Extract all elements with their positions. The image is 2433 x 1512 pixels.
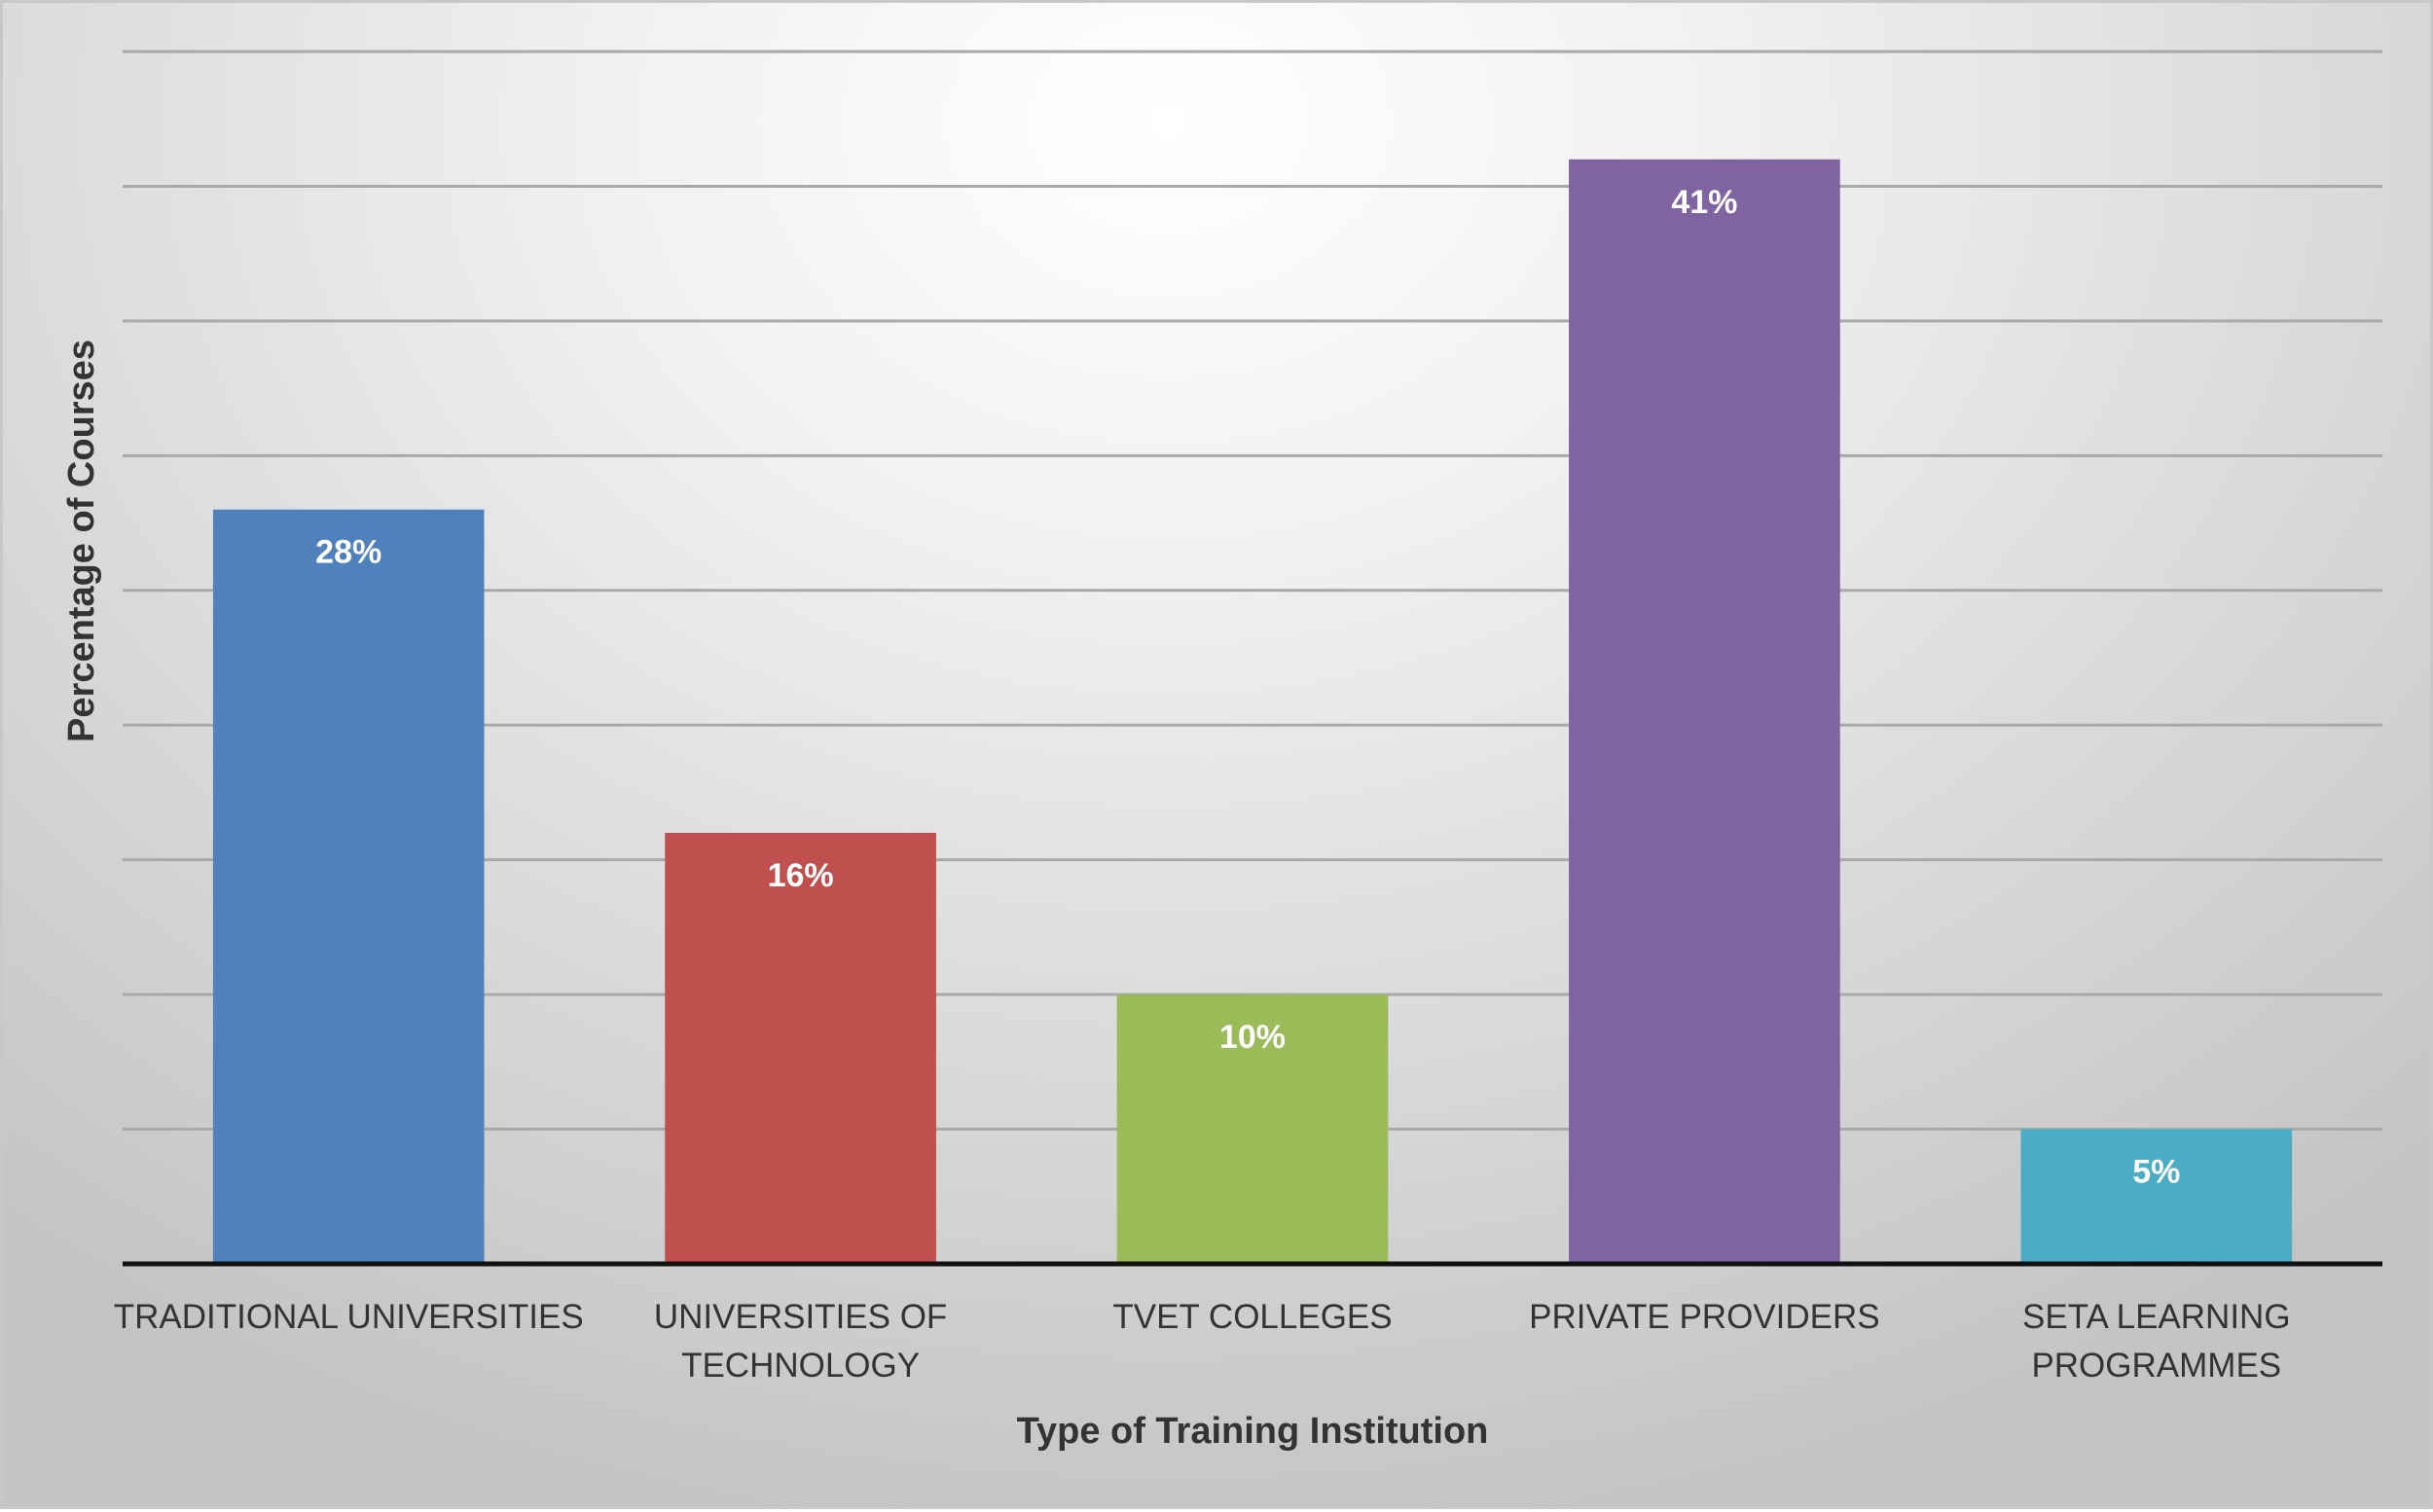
gridlines <box>123 50 2382 1132</box>
data-labels: 28% 16% 10% 41% 5% <box>315 184 2180 1191</box>
y-axis-title: Percentage of Courses <box>61 340 102 742</box>
bar <box>1116 994 1389 1264</box>
category-label: SETA LEARNING PROGRAMMES <box>2022 1298 2291 1385</box>
bar <box>665 832 936 1264</box>
bar <box>2020 1129 2293 1264</box>
category-labels: TRADITIONAL UNIVERSITIES UNIVERSITIES OF T… <box>114 1298 2291 1385</box>
category-label: PRIVATE PROVIDERS <box>1529 1298 1879 1336</box>
bars <box>212 159 2293 1264</box>
category-label: TRADITIONAL UNIVERSITIES <box>114 1298 584 1336</box>
category-label: UNIVERSITIES OF TECHNOLOGY <box>654 1298 947 1385</box>
bar <box>1569 159 1840 1264</box>
data-label: 41% <box>1671 184 1737 221</box>
bar-chart: 28% 16% 10% 41% 5% TRADITIONAL UNIVERSITIES U… <box>61 50 2382 1452</box>
bar <box>212 509 485 1264</box>
data-label: 16% <box>768 857 834 894</box>
data-label: 5% <box>2132 1154 2180 1191</box>
x-axis-title: Type of Training Institution <box>1017 1411 1489 1452</box>
data-label: 28% <box>315 534 381 571</box>
data-label: 10% <box>1219 1019 1286 1056</box>
category-label: TVET COLLEGES <box>1112 1298 1392 1336</box>
